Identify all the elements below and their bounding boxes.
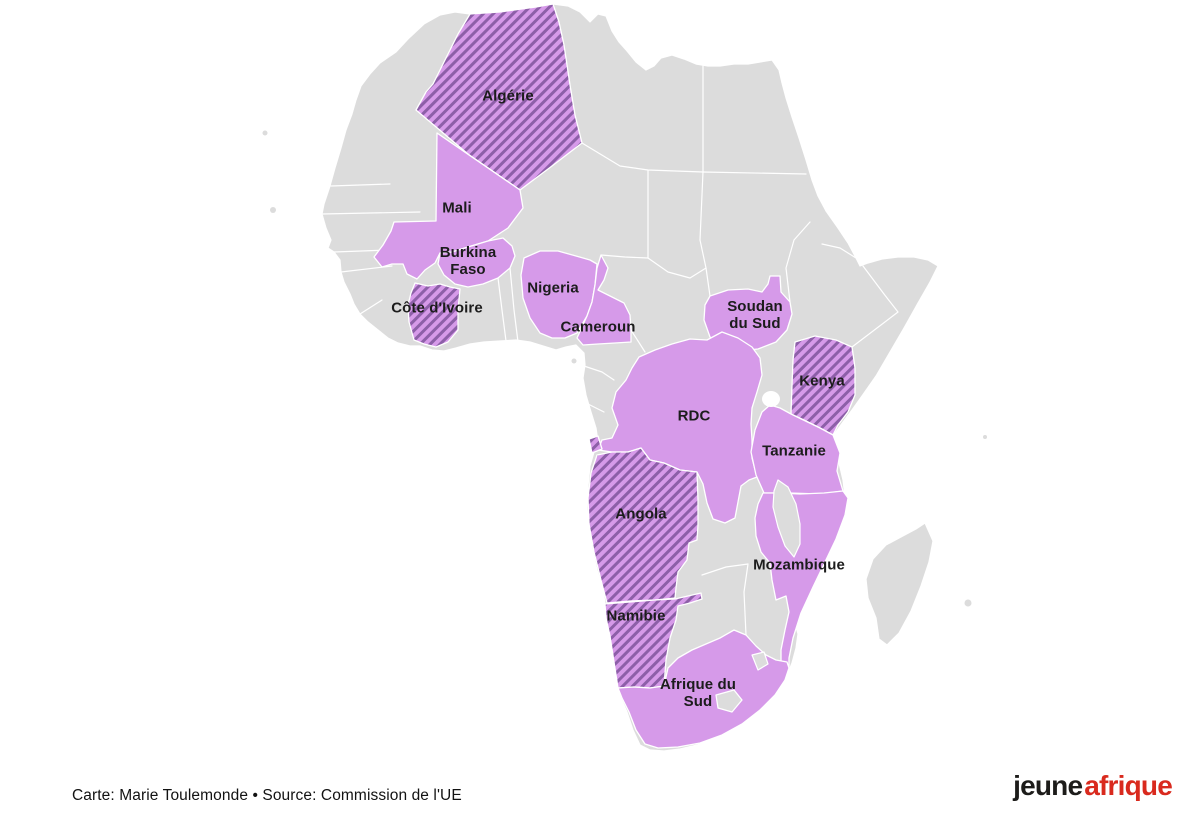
country-cameroun-shape <box>576 254 632 346</box>
highlighted-countries <box>373 3 856 749</box>
logo-afrique: afrique <box>1084 770 1173 801</box>
country-burkina-faso-shape <box>437 237 516 288</box>
lake-victoria <box>762 391 780 407</box>
small-islands <box>262 130 987 607</box>
country-afrique-du-sud-shape <box>617 629 790 749</box>
country-cote-divoire-shape <box>407 282 461 348</box>
country-rdc-shape <box>597 331 763 524</box>
country-soudan-du-sud-shape <box>703 275 793 352</box>
country-mali-shape <box>373 132 524 280</box>
country-namibie-shape <box>604 592 703 689</box>
country-algerie-shape <box>415 3 583 191</box>
country-kenya-shape <box>790 335 856 436</box>
gray-enclaves <box>751 479 801 671</box>
malawi-shape <box>772 479 801 558</box>
eswatini-shape <box>751 651 769 671</box>
madagascar-shape <box>865 522 934 646</box>
map-credit: Carte: Marie Toulemonde • Source: Commis… <box>72 787 462 804</box>
jeune-afrique-logo: jeuneafrique <box>1013 770 1173 802</box>
country-angola-shape <box>587 435 699 604</box>
logo-jeune: jeune <box>1013 770 1083 801</box>
